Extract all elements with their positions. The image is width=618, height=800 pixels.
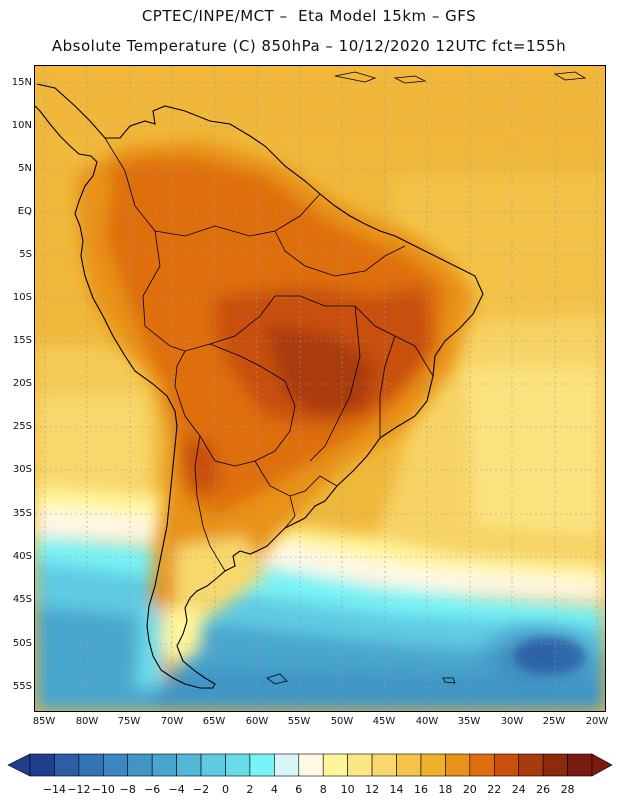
colorbar-tick-label: 0 (221, 783, 229, 796)
colorbar-tick-label: 22 (487, 783, 502, 796)
colorbar-swatch (200, 753, 226, 777)
lon-label-25w: 25W (542, 716, 566, 727)
colorbar-swatch (542, 753, 568, 777)
map-title-line2: Absolute Temperature (C) 850hPa – 10/12/… (51, 37, 567, 55)
temperature-map[interactable] (34, 65, 606, 712)
colorbar-tick-label: −8 (119, 783, 136, 796)
lat-label-eq: EQ (17, 206, 32, 217)
caribbean-islands (334, 71, 587, 84)
colorbar-swatch (469, 753, 495, 777)
colorbar-tick-label: −12 (67, 783, 91, 796)
lon-label-60w: 60W (245, 716, 269, 727)
lon-label-55w: 55W (287, 716, 311, 727)
lon-label-65w: 65W (202, 716, 226, 727)
lat-label-25s: 25S (12, 421, 32, 432)
colorbar-swatch (78, 753, 104, 777)
lon-label-70w: 70W (160, 716, 184, 727)
lat-label-30s: 30S (12, 464, 32, 475)
colorbar-swatch (298, 753, 324, 777)
colorbar-swatch (274, 753, 300, 777)
colorbar-tick-label: 10 (340, 783, 355, 796)
lat-label-5s: 5S (19, 249, 32, 260)
colorbar-swatch (445, 753, 471, 777)
country-borders (104, 137, 434, 572)
lon-label-80w: 80W (75, 716, 99, 727)
colorbar-swatch (151, 753, 177, 777)
colorbar-tick-label: −10 (91, 783, 115, 796)
lon-label-50w: 50W (330, 716, 354, 727)
colorbar-tick-label: 4 (270, 783, 278, 796)
colorbar-swatch (127, 753, 153, 777)
lat-label-10n: 10N (11, 120, 32, 131)
temperature-colorbar (0, 750, 618, 790)
colorbar-tick-label: −2 (192, 783, 210, 796)
graticule (35, 66, 605, 711)
falkland-islands (266, 673, 288, 685)
lon-label-30w: 30W (500, 716, 524, 727)
lon-label-75w: 75W (117, 716, 141, 727)
colorbar-tick-label: 18 (438, 783, 453, 796)
coastline (35, 83, 484, 689)
colorbar-tick-label: 8 (319, 783, 327, 796)
colorbar-swatch (420, 753, 446, 777)
colorbar-tick-label: 6 (295, 783, 303, 796)
colorbar-tick-label: 14 (389, 783, 404, 796)
lat-label-20s: 20S (12, 378, 32, 389)
map-title-line1: CPTEC/INPE/MCT – Eta Model 15km – GFS (141, 7, 477, 25)
colorbar-tick-label: 2 (246, 783, 254, 796)
lon-label-85w: 85W (32, 716, 56, 727)
colorbar-swatch (249, 753, 275, 777)
lat-label-45s: 45S (12, 594, 32, 605)
colorbar-tick-label: 12 (365, 783, 380, 796)
colorbar-tick-label: 26 (536, 783, 551, 796)
colorbar-swatch (518, 753, 544, 777)
colorbar-swatch (322, 753, 348, 777)
colorbar-min-arrow (7, 753, 31, 777)
lon-label-45w: 45W (372, 716, 396, 727)
land-warm-field (75, 141, 475, 691)
lat-label-10s: 10S (12, 292, 32, 303)
colorbar-swatch (54, 753, 80, 777)
colorbar-tick-label: 20 (462, 783, 477, 796)
colorbar-swatch (493, 753, 519, 777)
colorbar-swatch (567, 753, 593, 777)
colorbar-tick-label: 28 (560, 783, 575, 796)
colorbar-max-arrow (591, 753, 613, 777)
colorbar-swatch (103, 753, 129, 777)
colorbar-tick-label: −6 (144, 783, 161, 796)
lon-label-40w: 40W (415, 716, 439, 727)
lat-label-5n: 5N (18, 163, 32, 174)
colorbar-swatch (347, 753, 373, 777)
lat-label-15n: 15N (11, 77, 32, 88)
colorbar-tick-label: −4 (168, 783, 185, 796)
lon-label-20w: 20W (585, 716, 609, 727)
colorbar-swatch (29, 753, 55, 777)
colorbar-tick-label: −14 (42, 783, 67, 796)
lat-label-55s: 55S (12, 681, 32, 692)
colorbar-swatches (7, 753, 613, 777)
colorbar-swatch (396, 753, 422, 777)
lat-label-35s: 35S (12, 508, 32, 519)
colorbar-swatch (225, 753, 251, 777)
colorbar-swatch (176, 753, 202, 777)
lat-label-50s: 50S (12, 638, 32, 649)
lon-label-35w: 35W (457, 716, 481, 727)
colorbar-tick-label: 24 (511, 783, 526, 796)
colorbar-tick-label: 16 (413, 783, 428, 796)
lat-label-15s: 15S (12, 335, 32, 346)
lat-label-40s: 40S (12, 551, 32, 562)
colorbar-swatch (371, 753, 397, 777)
temperature-field (35, 66, 605, 711)
